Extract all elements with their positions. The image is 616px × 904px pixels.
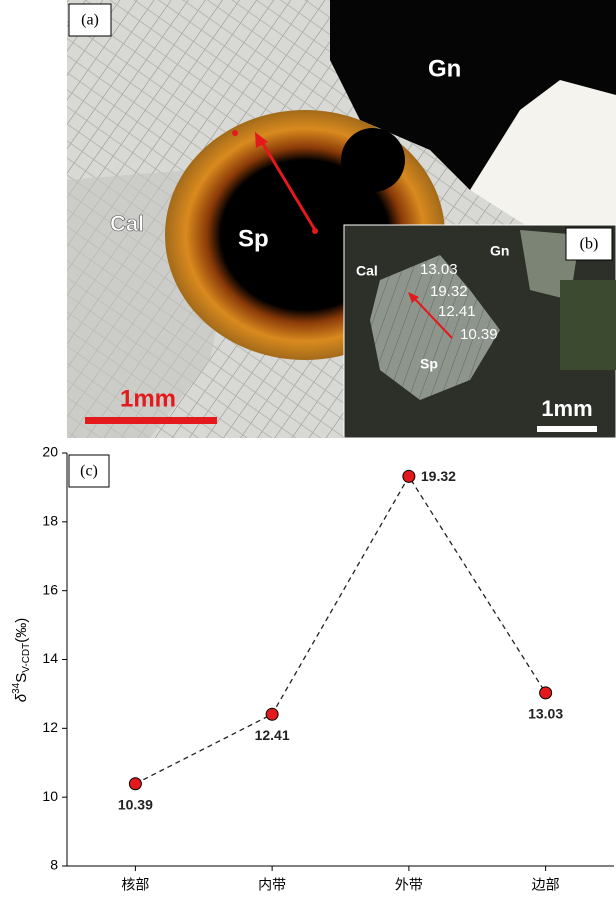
data-line: [135, 476, 545, 783]
panel-label: (c): [80, 463, 98, 480]
data-point: [540, 687, 552, 699]
panel-label: (a): [81, 12, 99, 29]
mineral-label: Cal: [110, 211, 144, 236]
point-label: 10.39: [460, 326, 498, 343]
y-tick-label: 16: [42, 581, 58, 597]
figure: 1mm (a) Gn Cal Sp (b) Gn Cal Sp 13.03 19…: [0, 0, 616, 899]
data-label: 19.32: [421, 468, 456, 484]
y-label-part: V-CDT: [21, 643, 32, 673]
data-point: [129, 778, 141, 790]
mineral-label: Cal: [356, 263, 378, 279]
y-tick-label: 12: [42, 719, 58, 735]
data-point: [403, 470, 415, 482]
mineral-label: Sp: [420, 356, 438, 372]
mineral-label: Gn: [428, 55, 461, 82]
y-axis-label: δ34SV-CDT(‰): [11, 618, 32, 702]
data-label: 10.39: [118, 796, 153, 812]
data-label: 13.03: [528, 706, 563, 722]
scale-label: 1mm: [120, 385, 176, 412]
y-label-part: (‰): [13, 618, 30, 643]
page: 1mm (a) Gn Cal Sp (b) Gn Cal Sp 13.03 19…: [0, 0, 616, 904]
data-label: 12.41: [255, 727, 290, 743]
x-tick-label: 内带: [258, 877, 286, 893]
x-tick-label: 外带: [395, 877, 423, 893]
panel-label: (b): [580, 236, 599, 253]
y-tick-label: 10: [42, 788, 58, 804]
y-tick-label: 20: [42, 444, 58, 460]
point-label: 12.41: [438, 303, 476, 320]
scale-bar: [537, 426, 597, 432]
y-tick-label: 18: [42, 513, 58, 529]
hole: [341, 128, 405, 192]
mineral-label: Gn: [490, 243, 509, 259]
x-tick-label: 边部: [532, 877, 560, 893]
spot: [232, 130, 238, 136]
chart: (c) δ34SV-CDT(‰) 8 10 12 14 16 18 20 核部 内带 外带 边部 10…: [11, 444, 614, 893]
data-point: [266, 708, 278, 720]
x-tick-label: 核部: [121, 877, 149, 893]
point-label: 19.32: [430, 283, 468, 300]
photo-b: (b) Gn Cal Sp 13.03 19.32 12.41 10.39 1m…: [344, 225, 616, 438]
mineral-label: Sp: [238, 225, 269, 252]
point-label: 13.03: [420, 261, 458, 278]
y-label-part: S: [13, 673, 30, 683]
dark-grain: [560, 280, 616, 370]
y-label-part: 34: [11, 682, 22, 694]
scale-label: 1mm: [541, 396, 592, 421]
spot: [312, 228, 318, 234]
scale-bar: [85, 417, 217, 424]
y-tick-label: 14: [42, 650, 58, 666]
y-tick-label: 8: [50, 857, 58, 873]
